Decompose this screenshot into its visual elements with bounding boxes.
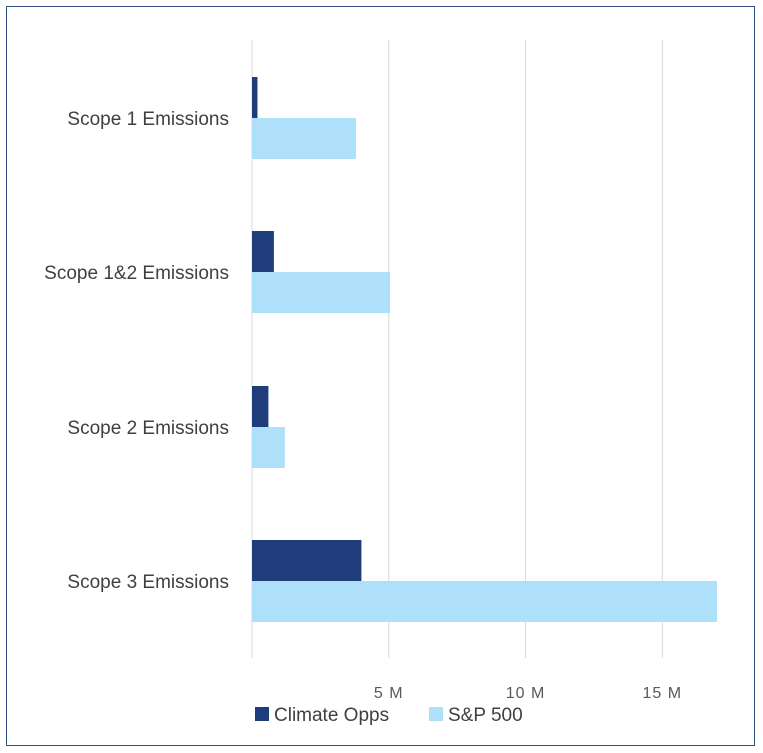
- category-label: Scope 1 Emissions: [67, 109, 229, 130]
- bar-sp500-2: [252, 272, 391, 313]
- bar-sp500-4: [252, 581, 717, 622]
- legend-swatch-climate-opps: [255, 707, 269, 721]
- category-label: Scope 3 Emissions: [67, 572, 229, 593]
- x-tick-label: 15 M: [643, 685, 683, 702]
- x-tick-label: 5 M: [374, 685, 404, 702]
- legend-swatch-sp500: [429, 707, 443, 721]
- legend-label-sp500: S&P 500: [448, 705, 523, 726]
- bar-sp500-3: [252, 427, 285, 468]
- bar-climate-opps-1: [252, 77, 258, 118]
- bar-climate-opps-4: [252, 540, 362, 581]
- chart-frame: [6, 6, 755, 746]
- x-tick-label: 10 M: [506, 685, 546, 702]
- category-label: Scope 1&2 Emissions: [44, 263, 229, 284]
- bar-climate-opps-2: [252, 231, 274, 272]
- bar-climate-opps-3: [252, 386, 269, 427]
- legend-label-climate-opps: Climate Opps: [274, 705, 389, 726]
- category-label: Scope 2 Emissions: [67, 418, 229, 439]
- bar-sp500-1: [252, 118, 356, 159]
